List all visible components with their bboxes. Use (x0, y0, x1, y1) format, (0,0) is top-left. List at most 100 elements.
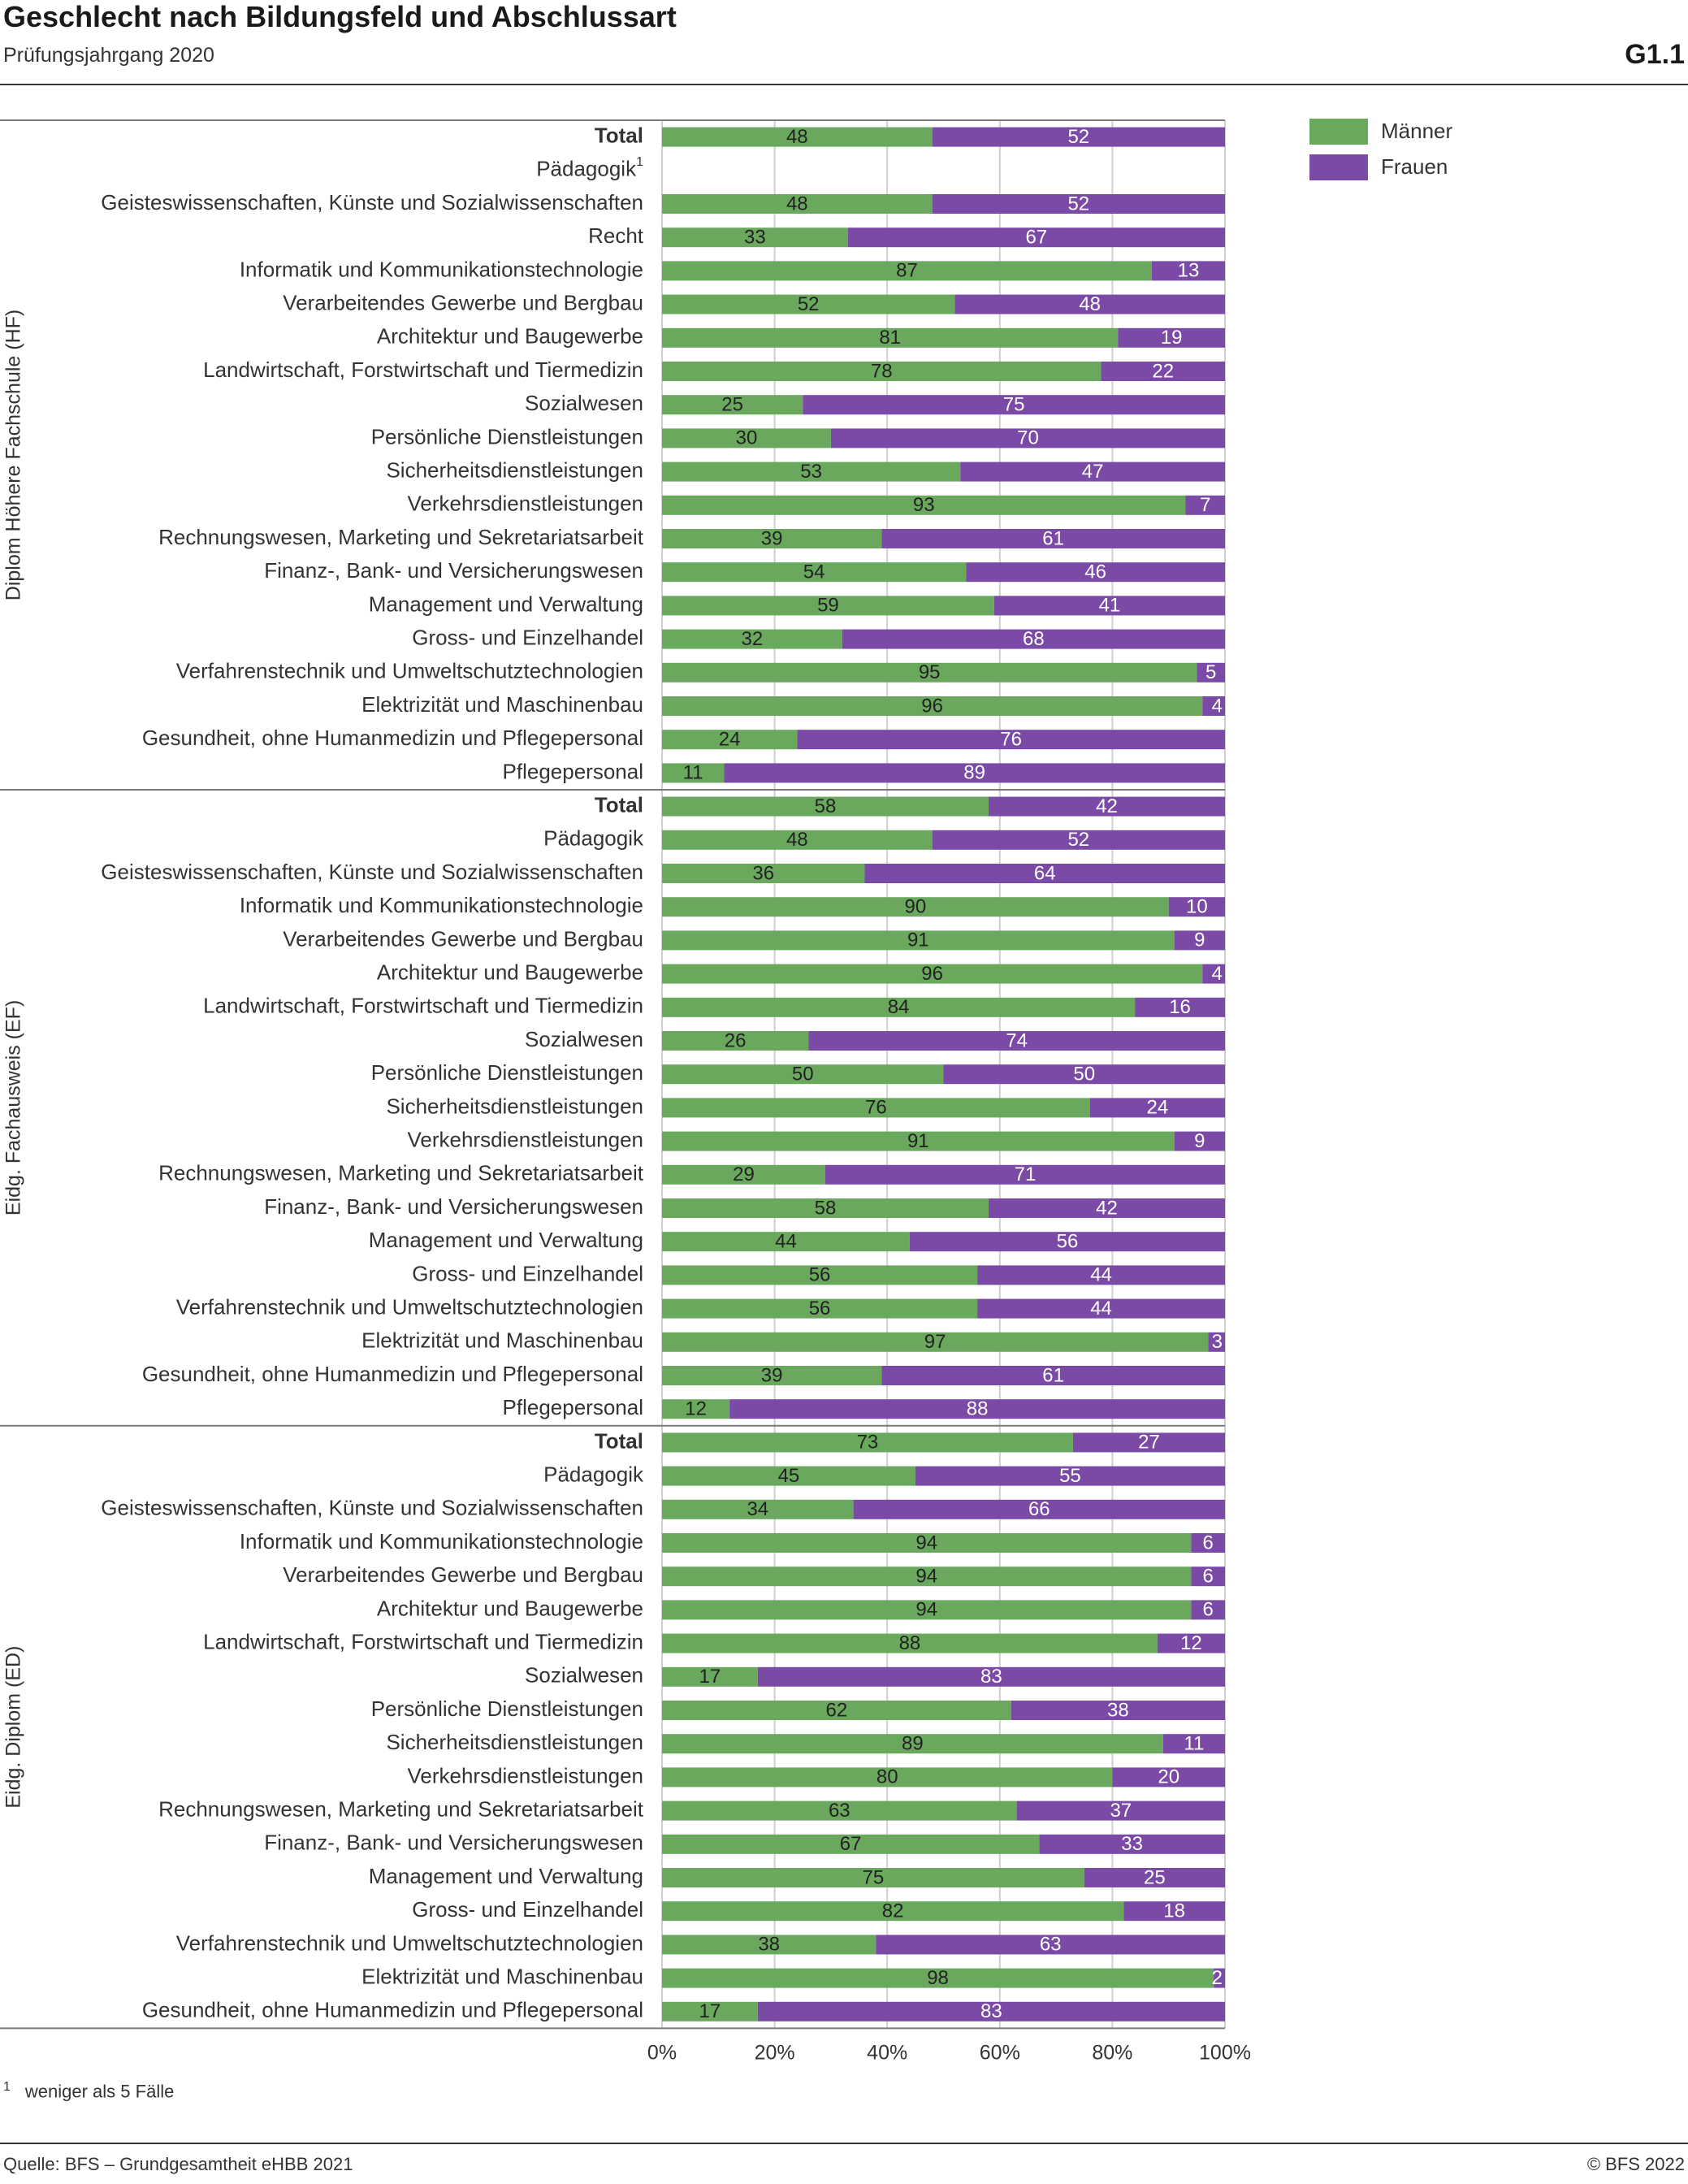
bar-maenner (662, 462, 961, 482)
category-label: Informatik und Kommunikationstechnologie (240, 893, 643, 917)
category-label: Landwirtschaft, Forstwirtschaft und Tier… (203, 358, 643, 382)
category-label: Sozialwesen (525, 1663, 643, 1688)
category-label: Rechnungswesen, Marketing und Sekretaria… (158, 1796, 644, 1821)
group-label: Diplom Höhere Fachschule (HF) (2, 310, 25, 600)
bar-maenner (662, 763, 725, 783)
bar-frauen (1016, 1800, 1225, 1821)
value-label-frauen: 9 (1194, 1130, 1205, 1152)
bar-maenner (662, 1666, 758, 1687)
bar-maenner (662, 1031, 809, 1051)
category-label: Landwirtschaft, Forstwirtschaft und Tier… (203, 994, 643, 1018)
bar-maenner (662, 395, 803, 415)
bar-maenner (662, 428, 831, 448)
bar-maenner (662, 596, 994, 616)
value-label-maenner: 98 (927, 1967, 949, 1989)
value-label-maenner: 67 (840, 1833, 862, 1855)
category-label: Management und Verwaltung (369, 1864, 643, 1888)
bar-frauen (1174, 1131, 1225, 1151)
category-label: Architektur und Baugewerbe (377, 1596, 643, 1620)
category-label: Landwirtschaft, Forstwirtschaft und Tier… (203, 1629, 643, 1653)
value-label-maenner: 39 (761, 1364, 783, 1386)
value-label-maenner: 44 (775, 1231, 797, 1253)
value-label-maenner: 95 (919, 661, 941, 683)
value-label-maenner: 48 (786, 829, 808, 851)
value-label-frauen: 89 (963, 762, 985, 784)
value-label-frauen: 52 (1067, 829, 1089, 851)
category-label: Rechnungswesen, Marketing und Sekretaria… (158, 1161, 644, 1185)
bar-maenner (662, 864, 865, 883)
x-tick-label: 60% (980, 2041, 1020, 2064)
category-label: Verarbeitendes Gewerbe und Bergbau (283, 290, 643, 314)
value-label-maenner: 76 (865, 1097, 887, 1119)
value-label-maenner: 59 (817, 595, 839, 617)
value-label-frauen: 6 (1203, 1566, 1214, 1588)
bar-maenner (662, 194, 933, 214)
value-label-maenner: 81 (879, 327, 901, 349)
figure-number: G1.1 (1625, 39, 1685, 70)
value-label-maenner: 36 (752, 862, 774, 884)
category-label: Elektrizität und Maschinenbau (361, 1328, 643, 1353)
value-label-maenner: 97 (924, 1331, 946, 1353)
category-label: Gross- und Einzelhandel (412, 1897, 643, 1922)
bar-maenner (662, 629, 842, 649)
value-label-maenner: 90 (904, 896, 926, 918)
value-label-frauen: 76 (1000, 729, 1022, 751)
value-label-frauen: 74 (1006, 1029, 1028, 1051)
bar-frauen (847, 228, 1225, 248)
x-tick-label: 80% (1092, 2041, 1132, 2064)
value-label-frauen: 22 (1152, 360, 1174, 382)
category-label: Gross- und Einzelhandel (412, 625, 643, 649)
value-label-maenner: 84 (888, 996, 910, 1018)
category-label: Management und Verwaltung (369, 1228, 643, 1252)
bar-frauen (881, 529, 1225, 548)
legend-swatch-frauen (1309, 154, 1368, 180)
category-label: Architektur und Baugewerbe (377, 324, 643, 349)
bar-frauen (954, 294, 1225, 314)
value-label-frauen: 47 (1082, 461, 1104, 483)
bar-frauen (988, 1198, 1225, 1218)
bar-maenner (662, 730, 798, 750)
value-label-frauen: 6 (1203, 1599, 1214, 1621)
category-label: Gesundheit, ohne Humanmedizin und Pflege… (142, 1362, 643, 1386)
value-label-frauen: 75 (1003, 394, 1025, 416)
bar-maenner (662, 1734, 1163, 1754)
bar-maenner (662, 1466, 915, 1486)
bar-frauen (1112, 1767, 1225, 1788)
bar-maenner (662, 696, 1203, 716)
category-label: Elektrizität und Maschinenbau (361, 692, 643, 717)
value-label-frauen: 83 (980, 2000, 1002, 2022)
bar-frauen (1089, 1098, 1225, 1118)
bar-frauen (757, 2001, 1225, 2022)
value-label-frauen: 33 (1121, 1833, 1143, 1855)
bar-frauen (909, 1232, 1225, 1252)
category-label: Verarbeitendes Gewerbe und Bergbau (283, 1562, 643, 1587)
footnote: 1 weniger als 5 Fälle (3, 2080, 174, 2102)
bar-maenner (662, 327, 1119, 348)
value-label-frauen: 12 (1180, 1632, 1202, 1654)
bar-frauen (1185, 495, 1225, 515)
bar-maenner (662, 1834, 1040, 1854)
value-label-frauen: 6 (1203, 1532, 1214, 1554)
value-label-maenner: 93 (913, 494, 935, 516)
bar-frauen (977, 1265, 1225, 1285)
value-label-frauen: 44 (1090, 1298, 1112, 1320)
value-label-maenner: 58 (815, 1197, 837, 1219)
category-label: Verkehrsdienstleistungen (407, 1127, 643, 1151)
value-label-frauen: 4 (1212, 963, 1223, 985)
category-label: Geisteswissenschaften, Künste und Sozial… (101, 190, 643, 214)
category-label: Pädagogik (543, 1462, 644, 1486)
x-tick-label: 20% (755, 2041, 795, 2064)
bar-maenner (662, 830, 933, 850)
category-label: Pädagogik1 (536, 155, 643, 181)
bar-maenner (662, 1064, 944, 1085)
value-label-frauen: 42 (1096, 1197, 1118, 1219)
footnote-marker: 1 (3, 2080, 11, 2094)
bar-frauen (825, 1164, 1225, 1185)
bar-maenner (662, 1935, 876, 1955)
bar-frauen (977, 1298, 1225, 1319)
value-label-frauen: 19 (1161, 327, 1183, 349)
bar-maenner (662, 1533, 1192, 1553)
value-label-frauen: 27 (1138, 1432, 1160, 1454)
value-label-maenner: 63 (829, 1800, 850, 1822)
value-label-maenner: 56 (809, 1264, 831, 1286)
